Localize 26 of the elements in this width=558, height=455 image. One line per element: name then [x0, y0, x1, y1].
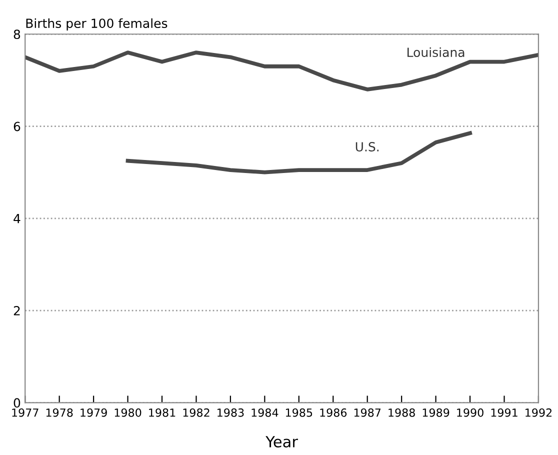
x-tick-label: 1983	[218, 408, 244, 417]
y-tick-label: 4	[14, 214, 20, 224]
x-tick-label: 1986	[320, 408, 347, 417]
x-tick-label: 1981	[149, 408, 176, 417]
x-tick-label: 1977	[12, 408, 38, 417]
x-tick-label: 1978	[46, 408, 73, 417]
x-tick-label: 1982	[183, 408, 210, 417]
x-axis-title: Year	[266, 436, 298, 448]
x-tick-label: 1988	[388, 408, 415, 417]
x-tick-label: 1992	[526, 408, 552, 417]
x-tick-label: 1980	[114, 408, 142, 417]
x-tick-label: 1984	[252, 408, 278, 417]
series-label: U.S.	[356, 142, 379, 152]
x-tick-label: 1991	[491, 408, 518, 417]
x-tick-label: 1990	[457, 408, 484, 417]
y-tick-label: 0	[14, 398, 20, 408]
x-tick-label: 1989	[422, 408, 450, 417]
y-tick-label: 8	[14, 30, 20, 40]
y-tick-label: 2	[14, 306, 20, 316]
x-tick-label: 1979	[80, 408, 107, 417]
y-axis-title: Births per 100 females	[26, 18, 168, 30]
line-series	[126, 131, 472, 174]
x-tick-label: 1985	[286, 408, 312, 417]
y-tick-label: 6	[14, 122, 20, 132]
series-label: Louisiana	[408, 47, 464, 58]
x-tick-label: 1987	[354, 408, 381, 417]
